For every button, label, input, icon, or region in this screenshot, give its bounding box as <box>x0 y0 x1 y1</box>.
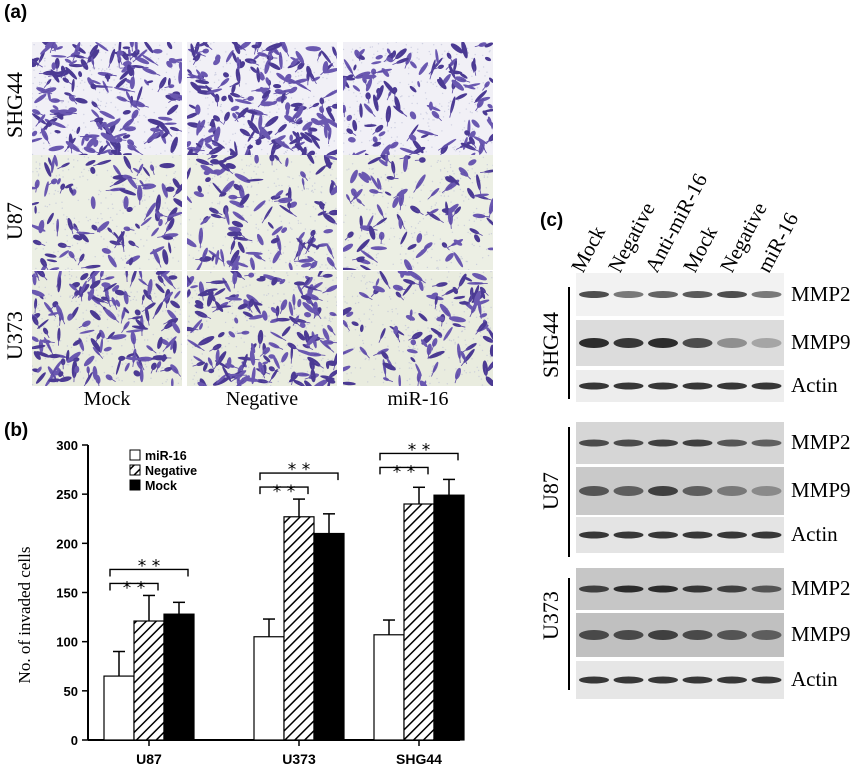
legend-label-mock: Mock <box>145 479 177 493</box>
significance-bracket <box>259 472 339 481</box>
col-label-mir16: miR-16 <box>387 388 449 410</box>
bar-negative-shg44 <box>403 503 435 741</box>
bracket-u373 <box>568 578 570 690</box>
significance-stars: * * <box>288 460 310 480</box>
x-tick-label: SHG44 <box>396 751 442 764</box>
bar-negative-u373 <box>283 516 315 741</box>
micrograph-u87-mir16 <box>343 155 493 270</box>
bar-mock-shg44 <box>433 494 465 741</box>
blot-row-label-mmp9: MMP9 <box>791 330 851 354</box>
blot-row-label-actin: Actin <box>791 667 838 691</box>
micrograph-u87-negative <box>187 155 337 270</box>
micrograph-u373-mock <box>32 271 182 386</box>
micrograph-u373-mir16 <box>343 271 493 386</box>
y-tick-label: 0 <box>71 733 78 748</box>
micrograph-shg44-negative <box>187 42 337 157</box>
blot-row-label-mmp2: MMP2 <box>791 430 851 454</box>
blot-u87-actin <box>576 517 784 558</box>
micrograph-shg44-mock <box>32 42 182 157</box>
blot-row-label-mmp2: MMP2 <box>791 576 851 600</box>
blot-row-label-mmp9: MMP9 <box>791 622 851 646</box>
significance-stars: * * <box>273 482 295 502</box>
bar-mir16-u87 <box>103 675 135 741</box>
blot-row-label-actin: Actin <box>791 373 838 397</box>
blot-u87-mmp9 <box>576 467 784 520</box>
blot-shg44-mmp2 <box>576 273 784 321</box>
x-tick-label: U87 <box>136 751 162 764</box>
col-label-negative: Negative <box>225 388 299 410</box>
significance-bracket <box>109 582 159 591</box>
significance-bracket <box>259 486 309 495</box>
panel-c-label: (c) <box>540 210 564 231</box>
y-tick-label: 100 <box>56 635 78 650</box>
bracket-shg44 <box>568 287 570 399</box>
lane-label-1: Mock <box>565 221 611 277</box>
micrograph-shg44-mir16 <box>343 42 493 157</box>
panel-a-label: (a) <box>4 2 28 23</box>
significance-stars: * * <box>138 556 160 576</box>
invasion-bar-chart: No. of invaded cells 0 50 100 150 200 250 300 U… <box>15 438 465 764</box>
legend-swatch-negative <box>129 464 141 476</box>
y-axis-label: No. of invaded cells <box>15 547 34 684</box>
blot-cell-line-u373: U373 <box>538 591 563 640</box>
blot-row-label-actin: Actin <box>791 522 838 546</box>
y-tick-label: 200 <box>56 536 78 551</box>
blot-u373-mmp2 <box>576 568 784 615</box>
blot-u373-mmp9 <box>576 613 784 662</box>
blot-row-label-mmp9: MMP9 <box>791 478 851 502</box>
x-tick-label: U373 <box>282 751 316 764</box>
legend-label-negative: Negative <box>145 464 197 478</box>
micrograph-u87-mock <box>32 155 182 270</box>
blot-shg44-actin <box>576 370 784 407</box>
bar-mock-u87 <box>163 613 195 741</box>
legend-swatch-mock <box>129 479 141 491</box>
y-tick-label: 50 <box>64 684 78 699</box>
blot-u373-actin <box>576 661 784 704</box>
legend-swatch-mir16 <box>129 449 141 461</box>
bar-mock-u373 <box>313 532 345 741</box>
blot-u87-mmp2 <box>576 422 784 469</box>
panel-b-label: (b) <box>4 420 29 441</box>
y-tick-label: 150 <box>56 586 78 601</box>
row-label-u87: U87 <box>2 202 27 240</box>
blot-cell-line-shg44: SHG44 <box>538 311 563 378</box>
bar-mir16-u373 <box>253 636 285 741</box>
row-label-u373: U373 <box>2 311 27 360</box>
legend-label-mir16: miR-16 <box>145 449 187 463</box>
micrograph-u373-negative <box>187 271 337 386</box>
y-tick-label: 250 <box>56 487 78 502</box>
blot-row-label-mmp2: MMP2 <box>791 281 851 306</box>
col-label-mock: Mock <box>83 388 131 410</box>
significance-bracket <box>109 568 189 577</box>
row-label-shg44: SHG44 <box>2 71 27 138</box>
blot-shg44-mmp9 <box>576 320 784 371</box>
significance-bracket <box>379 452 459 461</box>
blot-cell-line-u87: U87 <box>538 472 563 510</box>
y-tick-label: 300 <box>56 438 78 453</box>
bracket-u87 <box>568 427 570 557</box>
bar-mir16-shg44 <box>373 634 405 741</box>
significance-stars: * * <box>408 440 430 460</box>
bar-negative-u87 <box>133 620 165 741</box>
significance-bracket <box>379 466 429 475</box>
significance-stars: * * <box>393 462 415 482</box>
significance-stars: * * <box>123 578 145 598</box>
